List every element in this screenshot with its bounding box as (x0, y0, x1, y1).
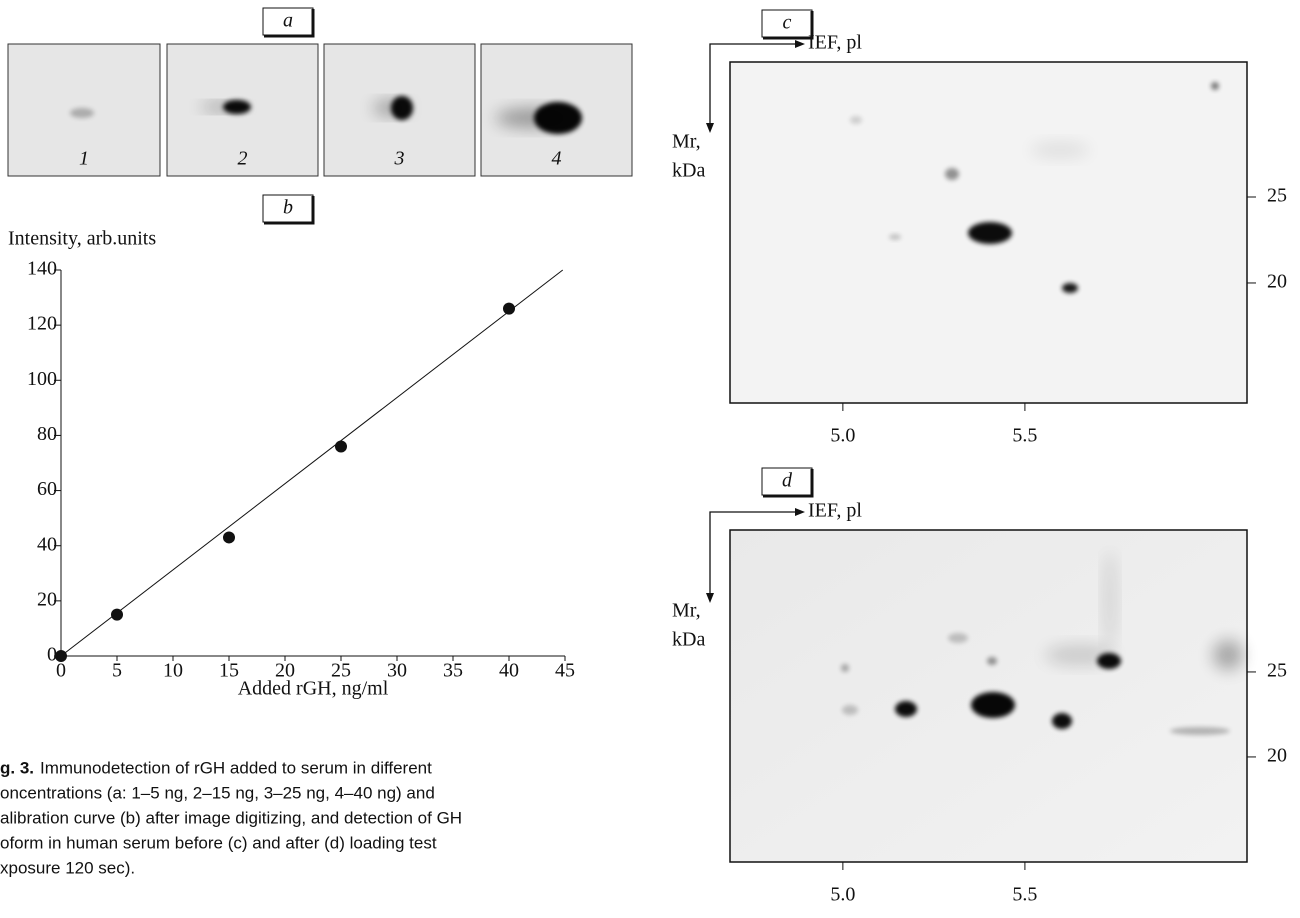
spot (889, 234, 901, 240)
x-tick-label: 25 (331, 660, 351, 682)
x-tick-label: 15 (219, 660, 239, 682)
x-tick-label: 5.5 (1012, 884, 1037, 906)
spot (842, 705, 858, 715)
y-tick-label: 120 (27, 313, 57, 335)
x-tick-label: 5.0 (830, 884, 855, 906)
panel-letter: a (283, 10, 293, 32)
caption-line: oform in human serum before (c) and afte… (0, 833, 437, 852)
x-tick-label: 20 (275, 660, 295, 682)
data-point (223, 531, 235, 543)
y-tick-label: 60 (37, 478, 57, 500)
spot (895, 701, 917, 717)
x-tick-label: 45 (555, 660, 575, 682)
x-tick-label: 0 (56, 660, 66, 682)
spot (391, 96, 413, 120)
figure: a 1 2 3 4 b Intensity, arb.units Added rGH, ng/… (0, 0, 1300, 918)
spot (971, 692, 1015, 718)
y-tick-label: 80 (37, 423, 57, 445)
y-axis-title: Intensity, arb.units (8, 228, 156, 250)
page: a 1 2 3 4 b Intensity, arb.units Added rGH, ng/… (0, 0, 1300, 918)
trend-line (61, 270, 563, 656)
data-point (503, 303, 515, 315)
spot (1170, 727, 1230, 735)
spot (1062, 283, 1078, 293)
caption-line: xposure 120 sec). (0, 858, 135, 877)
lane-label: 2 (238, 148, 248, 170)
spot (1213, 640, 1243, 670)
spot (534, 102, 582, 134)
y-axis-title: kDa (672, 160, 705, 182)
x-tick-label: 35 (443, 660, 463, 682)
x-tick-label: 5.5 (1012, 425, 1037, 447)
lane-label: 4 (552, 148, 562, 170)
spot (987, 657, 997, 665)
lane-label: 1 (79, 148, 89, 170)
spot (841, 664, 849, 672)
spot (1030, 142, 1090, 158)
y-tick-label: 140 (27, 258, 57, 280)
caption-line: Immunodetection of rGH added to serum in… (40, 758, 432, 777)
spot (945, 168, 959, 180)
y-axis-title: Mr, (672, 600, 701, 622)
x-tick-label: 5 (112, 660, 122, 682)
spot (948, 633, 968, 643)
x-axis-title: Added rGH, ng/ml (238, 678, 389, 700)
y-tick-label: 20 (1267, 271, 1287, 293)
y-tick-label: 100 (27, 368, 57, 390)
spot (850, 116, 862, 124)
spot (1104, 550, 1116, 650)
x-tick-label: 5.0 (830, 425, 855, 447)
y-tick-label: 20 (1267, 745, 1287, 767)
lane-label: 3 (394, 148, 405, 170)
x-tick-label: 10 (163, 660, 183, 682)
y-axis-title: Mr, (672, 131, 701, 153)
spot (223, 100, 251, 114)
panel-letter: b (283, 197, 293, 219)
y-tick-label: 40 (37, 533, 57, 555)
x-axis-title: IEF, pl (808, 32, 862, 54)
spot (1045, 645, 1115, 665)
spot (70, 108, 94, 118)
data-point (335, 440, 347, 452)
x-tick-label: 40 (499, 660, 519, 682)
panel-letter: c (783, 12, 792, 34)
panel-letter: d (782, 470, 793, 492)
y-axis-title: kDa (672, 629, 705, 651)
caption-label: g. 3. (0, 758, 34, 777)
data-point (55, 650, 67, 662)
x-axis-title: IEF, pl (808, 500, 862, 522)
spot (1211, 82, 1219, 90)
spot (968, 222, 1012, 244)
caption-line: oncentrations (a: 1–5 ng, 2–15 ng, 3–25 … (0, 783, 435, 802)
y-tick-label: 25 (1267, 660, 1287, 682)
y-tick-label: 20 (37, 588, 57, 610)
caption-line: alibration curve (b) after image digitiz… (0, 808, 462, 827)
data-point (111, 609, 123, 621)
y-tick-label: 25 (1267, 185, 1287, 207)
x-tick-label: 30 (387, 660, 407, 682)
spot (1052, 713, 1072, 729)
